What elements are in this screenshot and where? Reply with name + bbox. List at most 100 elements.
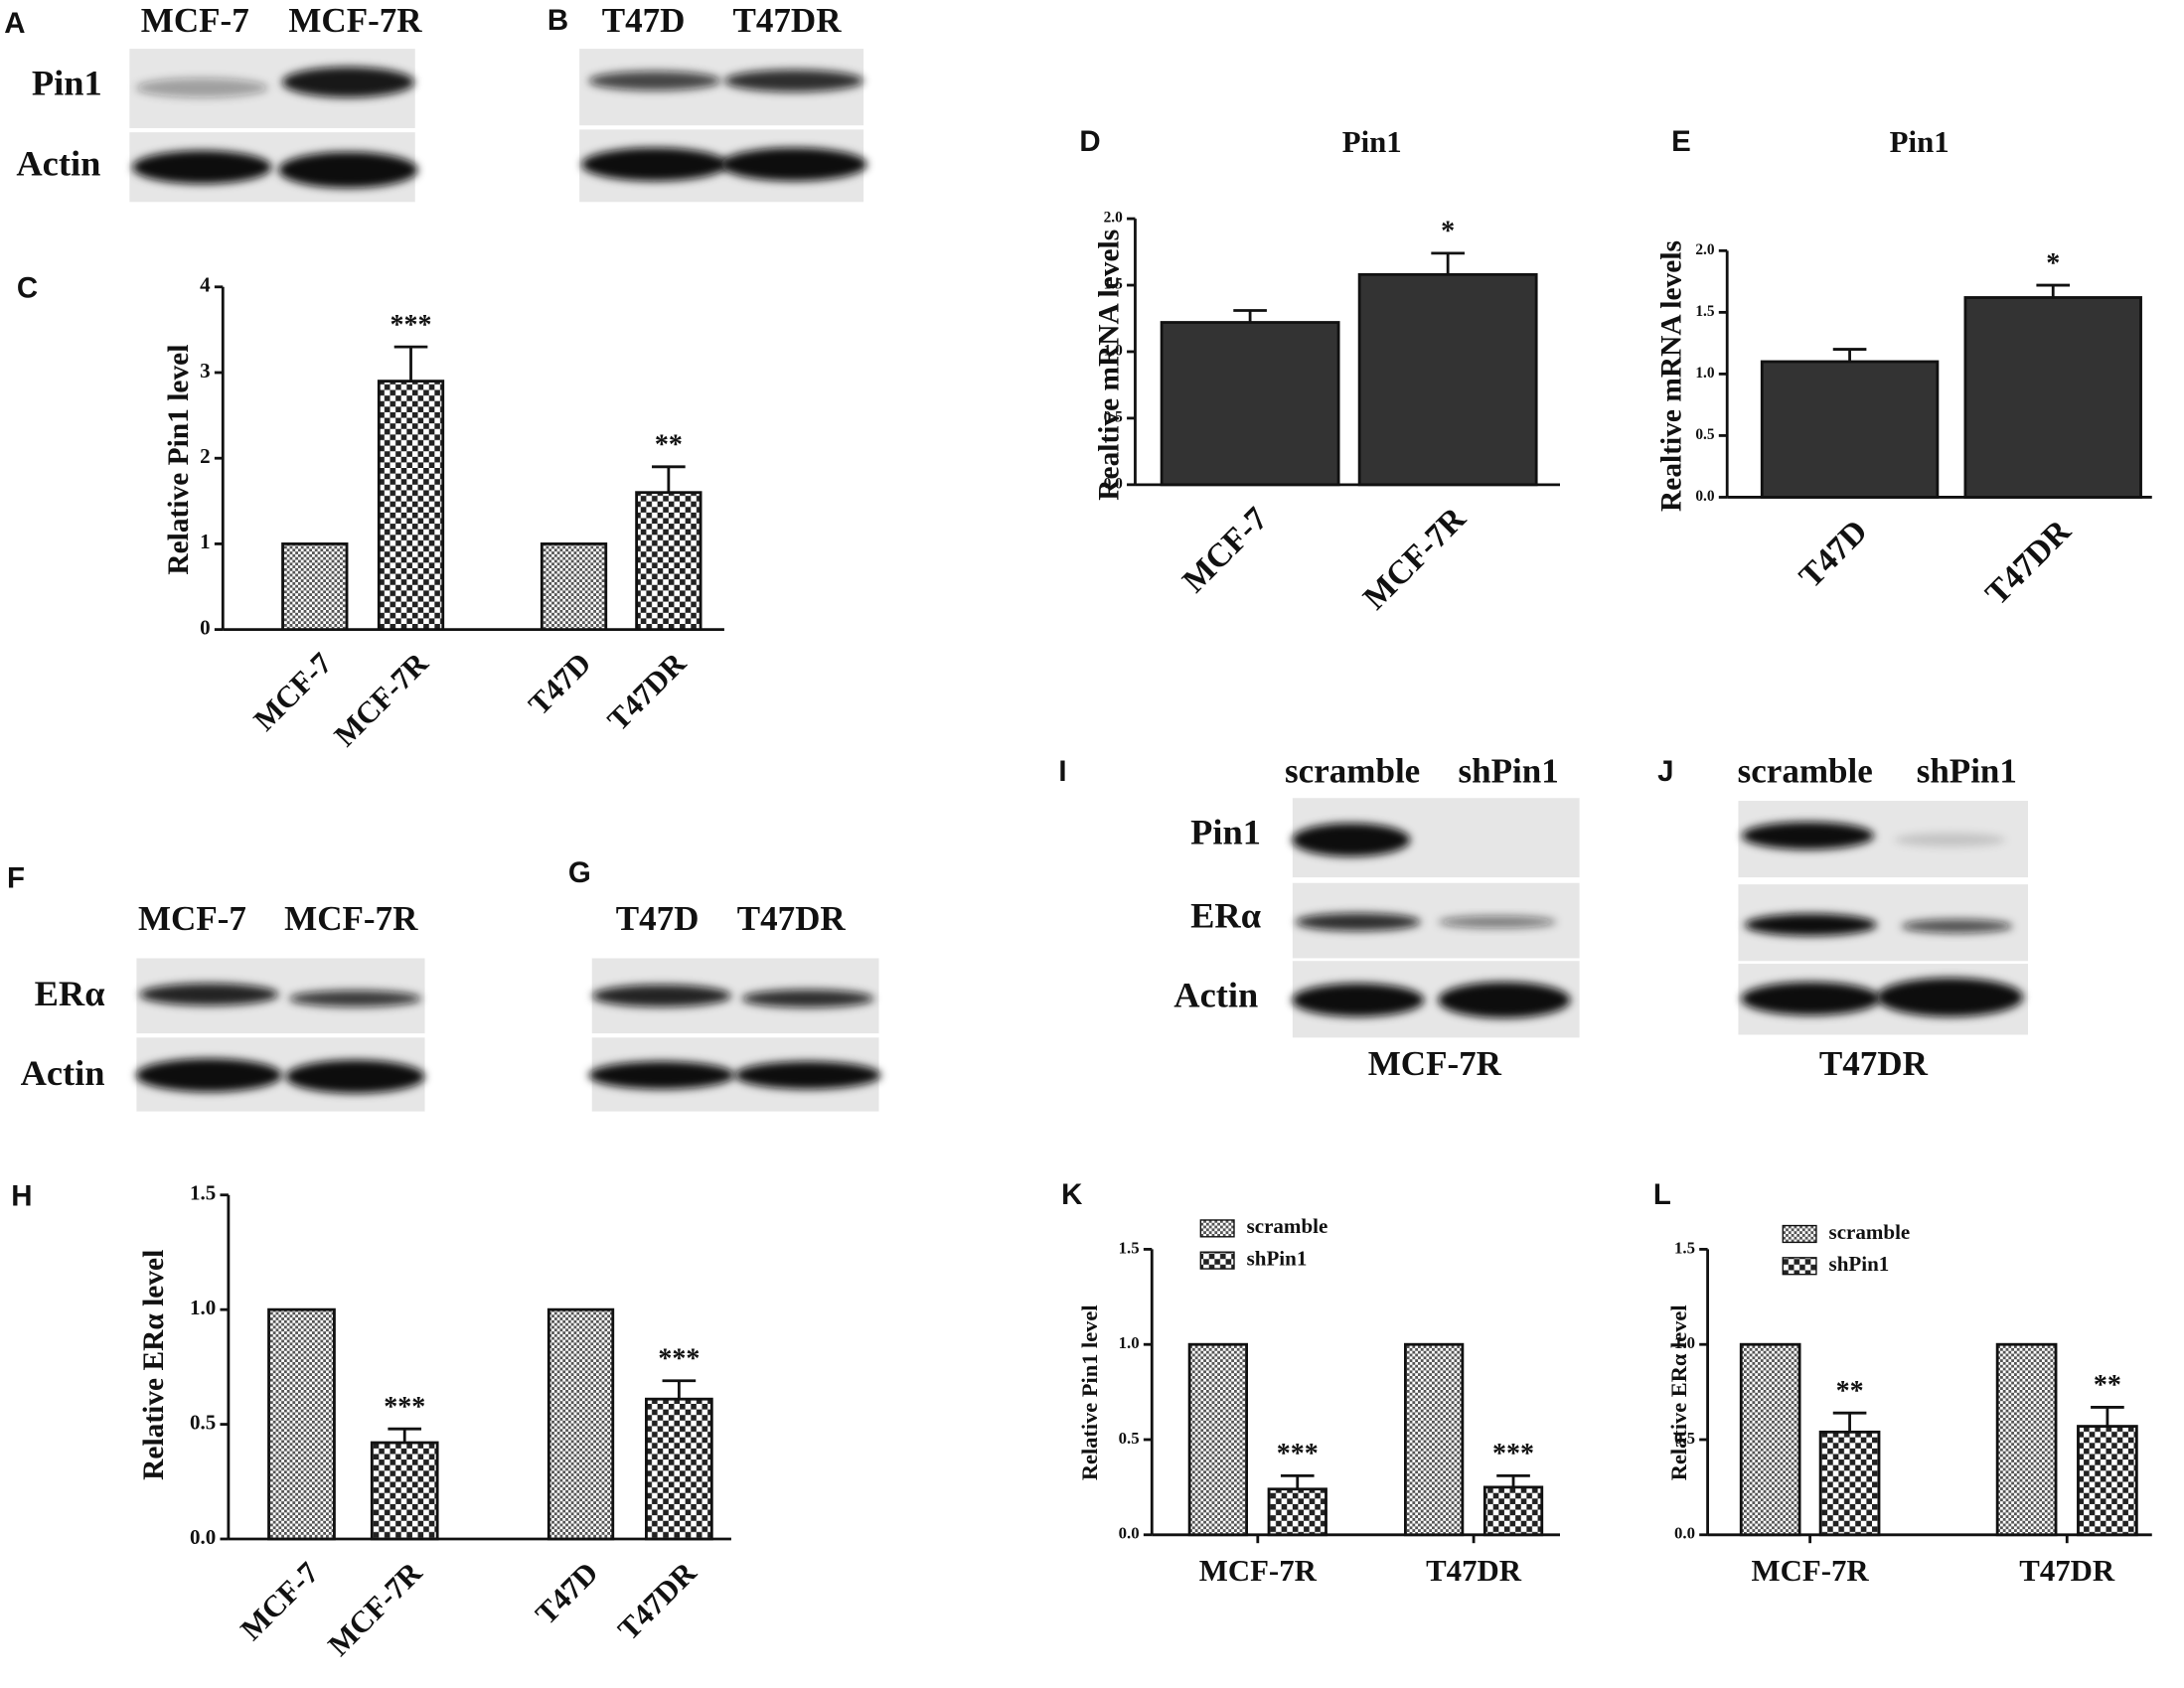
blot-band xyxy=(591,985,731,1007)
y-tick-label: 0.5 xyxy=(1674,1429,1695,1448)
y-axis-label: Relative Pin1 level xyxy=(1077,1304,1102,1480)
y-axis-label: Relative ERα level xyxy=(138,1250,170,1480)
blot-band xyxy=(135,77,268,98)
blot-band xyxy=(1438,982,1571,1018)
y-tick-label: 0.0 xyxy=(1674,1524,1695,1543)
bar xyxy=(267,1307,336,1541)
chart-title: Pin1 xyxy=(1890,125,1950,159)
panel-letter: E xyxy=(1671,125,1691,158)
bar xyxy=(1739,1342,1801,1537)
blot-band xyxy=(734,1061,881,1090)
row-label: Pin1 xyxy=(1190,812,1261,851)
row-label: Actin xyxy=(21,1053,105,1093)
panel-letter: H xyxy=(11,1179,32,1212)
lane-label: MCF-7 xyxy=(141,1,249,40)
y-tick-label: 2 xyxy=(200,444,211,468)
significance-label: *** xyxy=(658,1344,700,1375)
significance-label: *** xyxy=(384,1392,425,1423)
legend-swatch xyxy=(1782,1224,1817,1244)
bar xyxy=(1760,360,1940,499)
bar xyxy=(540,542,608,632)
bar xyxy=(1482,1485,1544,1537)
x-tick-label: MCF-7R xyxy=(1752,1554,1870,1588)
row-label: Actin xyxy=(16,144,100,184)
x-tick-label: T47D xyxy=(1793,513,1875,595)
significance-label: ** xyxy=(655,430,683,461)
x-tick-label: MCF-7R xyxy=(1199,1554,1318,1588)
bar xyxy=(2077,1425,2138,1537)
chart: H Relative ERα level 0.0 0.5 1.0 1.5 MCF-7 *** M… xyxy=(11,1179,731,1662)
row-label: Actin xyxy=(1173,975,1258,1014)
lane-label: MCF-7R xyxy=(284,899,418,938)
blot-band xyxy=(1292,823,1411,857)
y-tick-label: 4 xyxy=(200,273,211,297)
significance-label: *** xyxy=(1277,1439,1319,1469)
chart: L Relative ERα level 0.0 0.5 1.0 1.5 scramble *… xyxy=(1653,1178,2152,1588)
legend-label: shPin1 xyxy=(1829,1252,1890,1276)
y-tick-label: 2.0 xyxy=(1104,210,1124,227)
y-tick-label: 1.5 xyxy=(1104,276,1124,293)
x-tick-label: T47DR xyxy=(1426,1554,1522,1588)
blot-band xyxy=(1438,915,1557,929)
y-tick-label: 0.0 xyxy=(1119,1524,1140,1543)
blots: A MCF-7 MCF-7R Pin1 Actin B T47D T47DR F… xyxy=(4,1,2028,1112)
y-tick-label: 0.5 xyxy=(190,1410,216,1434)
y-tick-label: 3 xyxy=(200,359,211,383)
bar xyxy=(281,542,349,632)
lane-label: T47DR xyxy=(737,899,847,938)
panel-letter: B xyxy=(547,4,568,37)
cell-line-label: T47DR xyxy=(1819,1044,1929,1083)
lane-label: shPin1 xyxy=(1917,751,2017,790)
blot-band xyxy=(139,983,279,1006)
blot-band xyxy=(1876,978,2024,1017)
blot-band xyxy=(741,989,874,1008)
bar xyxy=(645,1397,713,1541)
legend-swatch xyxy=(1782,1257,1817,1276)
lane-label: T47DR xyxy=(733,1,843,40)
lane-label: scramble xyxy=(1285,751,1420,790)
x-tick-label: MCF-7R xyxy=(328,646,435,753)
y-tick-label: 1.0 xyxy=(1674,1333,1695,1352)
row-label: ERα xyxy=(1190,896,1261,936)
row-label: ERα xyxy=(35,974,105,1013)
panel-letter: G xyxy=(568,856,591,889)
x-tick-label: MCF-7R xyxy=(1356,500,1474,617)
row-label: Pin1 xyxy=(32,63,102,102)
blot-band xyxy=(1295,912,1421,932)
lane-label: shPin1 xyxy=(1459,751,1559,790)
lane-label: MCF-7R xyxy=(288,1,422,40)
bar xyxy=(1267,1487,1327,1537)
panel-letter: I xyxy=(1058,755,1066,788)
chart-title: Pin1 xyxy=(1342,125,1402,159)
bar xyxy=(546,1307,615,1541)
y-tick-label: 0.5 xyxy=(1104,408,1124,425)
y-axis-label: Realtive mRNA levels xyxy=(1656,240,1688,512)
y-tick-label: 1.5 xyxy=(190,1181,216,1205)
bar xyxy=(1818,1430,1881,1537)
blot-band xyxy=(281,67,415,98)
significance-label: * xyxy=(1441,217,1455,247)
x-tick-label: MCF-7 xyxy=(1175,501,1275,600)
blot-band xyxy=(1292,983,1425,1017)
significance-label: * xyxy=(2046,248,2060,279)
blot-band xyxy=(1894,833,2006,847)
blot-band xyxy=(132,150,272,185)
blot-band xyxy=(1744,913,1877,937)
panel-letter: F xyxy=(7,862,25,895)
y-tick-label: 2.0 xyxy=(1695,241,1715,258)
blot-band xyxy=(588,1061,735,1090)
x-tick-label: T47D xyxy=(529,1556,604,1631)
bar xyxy=(370,1441,439,1541)
y-axis-label: Realtive mRNA levels xyxy=(1093,230,1125,501)
blot-band xyxy=(135,1058,282,1093)
x-tick-label: T47D xyxy=(522,646,597,721)
panel-letter: L xyxy=(1653,1178,1671,1211)
y-tick-label: 1.0 xyxy=(190,1296,216,1319)
blot-band xyxy=(1901,919,2013,934)
chart: E Pin1 Realtive mRNA levels 0.0 0.5 1.0 1.5 2.0… xyxy=(1656,125,2152,612)
x-tick-label: T47DR xyxy=(2019,1554,2115,1588)
x-tick-label: MCF-7 xyxy=(234,1556,326,1647)
blot-band xyxy=(723,70,864,92)
blot-band xyxy=(278,151,418,189)
